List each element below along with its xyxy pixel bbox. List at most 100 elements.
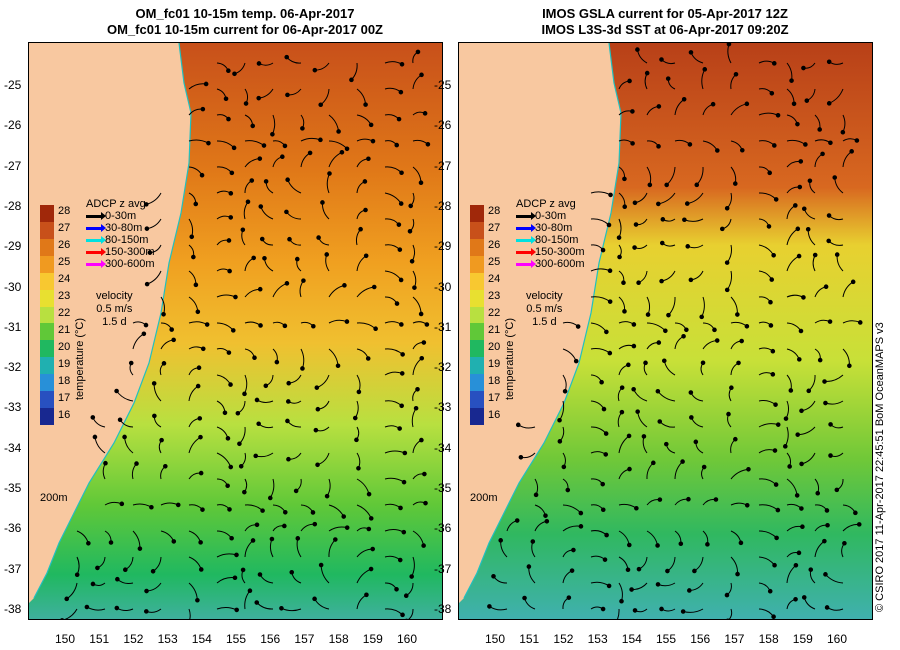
- current-arrow-head: [409, 258, 415, 264]
- current-arrow-head: [826, 59, 832, 65]
- current-arrow-head: [243, 101, 249, 106]
- current-arrow-head: [793, 203, 798, 208]
- current-arrow-head: [238, 463, 244, 469]
- current-arrow-head: [854, 138, 860, 143]
- current-arrow-head: [195, 309, 201, 315]
- current-arrow-head: [280, 154, 285, 159]
- current-arrow-head: [419, 355, 425, 361]
- current-arrow-head: [398, 277, 404, 283]
- current-arrow-head: [398, 89, 404, 95]
- current-arrow-head: [769, 277, 775, 282]
- current-arrow-head: [362, 179, 368, 184]
- right-legend-item: 150-300m: [516, 246, 585, 258]
- left-lat-label: -29: [4, 239, 22, 254]
- left-lat-label: -27: [4, 158, 22, 173]
- current-arrow-head: [655, 388, 661, 394]
- current-arrow-head: [114, 388, 119, 394]
- current-arrow-head: [286, 380, 292, 386]
- left-colorbar-swatch: [40, 238, 54, 256]
- right-land: [459, 43, 621, 603]
- current-arrow-head: [604, 532, 609, 538]
- left-lat-label: -28: [4, 198, 22, 213]
- current-arrow-head: [259, 236, 265, 242]
- current-arrow-head: [575, 324, 581, 329]
- current-arrow-head: [820, 151, 825, 157]
- current-arrow-head: [822, 538, 827, 544]
- current-arrow-head: [775, 507, 781, 513]
- current-arrow-head: [823, 400, 828, 406]
- current-arrow-head: [688, 390, 694, 395]
- current-arrow-head: [282, 523, 287, 529]
- current-arrow-head: [680, 459, 685, 464]
- current-arrow-head: [681, 333, 686, 339]
- current-arrow-head: [92, 434, 98, 440]
- right-lon-label: 157: [724, 632, 745, 646]
- current-arrow-head: [632, 608, 638, 613]
- current-arrow-head: [798, 328, 804, 334]
- left-legend-label: 300-600m: [105, 258, 155, 270]
- current-arrow-head: [397, 557, 403, 563]
- current-arrow-head: [643, 360, 648, 366]
- current-arrow-head: [191, 254, 196, 260]
- left-legend-title: ADCP z avg: [86, 198, 146, 210]
- left-colorbar-label: temperature (°C): [74, 317, 86, 400]
- current-arrow-head: [285, 399, 291, 404]
- right-colorbar: [470, 205, 484, 425]
- current-arrow-head: [260, 508, 265, 513]
- current-arrow-head: [284, 54, 290, 60]
- current-arrow-head: [171, 337, 176, 343]
- current-arrow-head: [363, 207, 368, 213]
- current-arrow-head: [772, 143, 777, 148]
- right-colorbar-tick: 18: [488, 375, 501, 387]
- current-arrow-head: [659, 606, 664, 612]
- current-arrow-head: [569, 568, 575, 573]
- current-arrow-head: [514, 518, 520, 523]
- current-arrow-head: [203, 81, 209, 87]
- current-arrow-head: [632, 245, 637, 250]
- right-lat-label: -35: [434, 481, 452, 495]
- right-title-line1: IMOS GSLA current for 05-Apr-2017 12Z: [542, 6, 788, 21]
- current-arrow-head: [799, 506, 804, 511]
- current-arrow-head: [289, 569, 295, 575]
- current-arrow-head: [293, 488, 299, 494]
- current-arrow-head: [719, 226, 725, 232]
- current-arrow-head: [251, 255, 256, 261]
- current-arrow-head: [222, 410, 228, 416]
- current-arrow-head: [738, 540, 744, 546]
- current-arrow-head: [645, 312, 651, 317]
- current-arrow-head: [394, 301, 400, 306]
- current-arrow: [188, 608, 191, 619]
- current-arrow-head: [700, 360, 706, 366]
- current-arrow-head: [223, 96, 229, 102]
- current-arrow-head: [356, 466, 361, 471]
- current-arrow-head: [600, 481, 606, 487]
- current-arrow-head: [557, 417, 562, 423]
- current-arrow-head: [225, 483, 230, 489]
- right-legend-label: 0-30m: [535, 210, 567, 222]
- right-colorbar-swatch: [470, 272, 484, 290]
- current-arrow-head: [366, 526, 372, 532]
- current-arrow-head: [604, 329, 609, 335]
- left-lat-label: -37: [4, 561, 22, 576]
- current-arrow-head: [200, 106, 206, 112]
- right-legend-title: ADCP z avg: [516, 198, 576, 210]
- current-arrow-head: [578, 510, 584, 516]
- current-arrow-head: [396, 222, 402, 227]
- right-velocity-speed: 0.5 m/s: [526, 303, 563, 315]
- current-arrow-head: [817, 127, 822, 132]
- right-legend-label: 30-80m: [535, 222, 573, 234]
- current-arrow-head: [773, 197, 779, 202]
- left-velocity-speed: 0.5 m/s: [96, 303, 133, 315]
- current-arrow-head: [622, 176, 627, 182]
- current-arrow-head: [358, 226, 363, 232]
- current-arrow-head: [798, 159, 804, 164]
- current-arrow-head: [526, 564, 532, 569]
- left-lon-label: 158: [328, 632, 349, 646]
- current-arrow-head: [522, 595, 527, 601]
- current-arrow-head: [256, 61, 262, 66]
- current-arrow-head: [226, 116, 231, 122]
- current-arrow-head: [363, 102, 368, 107]
- right-colorbar-label: temperature (°C): [504, 317, 516, 400]
- current-arrow-head: [197, 416, 203, 421]
- left-colorbar-swatch: [40, 357, 54, 375]
